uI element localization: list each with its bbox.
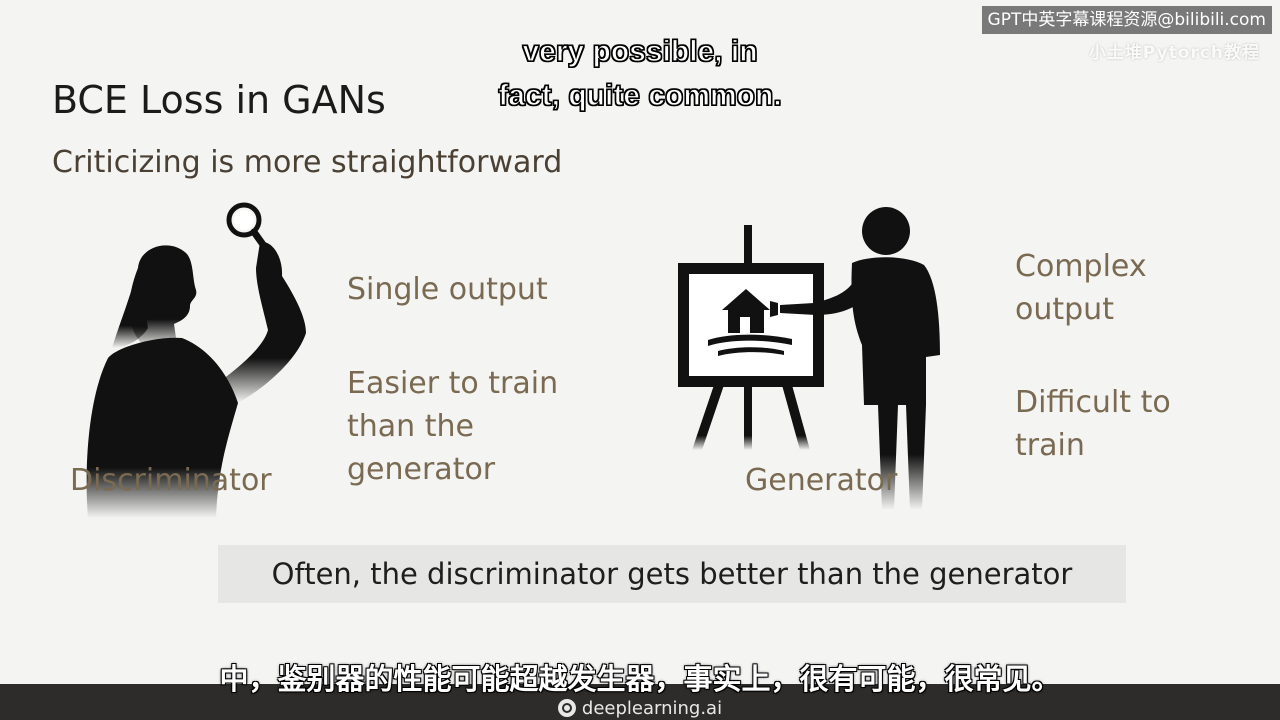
generator-point-complex-line1: Complex xyxy=(1015,249,1147,284)
slide-title: BCE Loss in GANs xyxy=(52,78,386,122)
english-subtitle: very possible, in fact, quite common. xyxy=(470,30,810,118)
english-subtitle-line1: very possible, in xyxy=(522,34,758,68)
deeplearning-logo-icon xyxy=(557,699,576,717)
painter-at-easel-icon xyxy=(678,207,940,510)
takeaway-banner: Often, the discriminator gets better tha… xyxy=(218,545,1126,603)
brand: deeplearning.ai xyxy=(557,697,723,719)
discriminator-point-easier-line2: than the xyxy=(347,409,474,444)
brand-text: deeplearning.ai xyxy=(581,697,723,719)
slide-subtitle: Criticizing is more straightforward xyxy=(52,145,563,180)
footer-bar: deeplearning.ai xyxy=(0,684,1280,720)
generator-point-difficult-line2: train xyxy=(1015,428,1085,463)
watermark: GPT中英字幕课程资源@bilibili.com xyxy=(981,6,1272,34)
generator-label: Generator xyxy=(745,463,898,498)
chinese-subtitle: 中，鉴别器的性能可能超越发生器，事实上，很有可能，很常见。 xyxy=(219,662,1061,696)
person-with-magnifying-glass-icon xyxy=(86,202,306,518)
discriminator-label: Discriminator xyxy=(70,463,272,498)
discriminator-point-easier-line3: generator xyxy=(347,452,496,487)
watermark-subtext: 小土堆Pytorch教程 xyxy=(1088,43,1260,63)
discriminator-point-easier-line1: Easier to train xyxy=(347,366,559,401)
generator-point-difficult-line1: Difficult to xyxy=(1015,385,1171,420)
discriminator-point-single-output: Single output xyxy=(347,272,548,307)
english-subtitle-line2: fact, quite common. xyxy=(498,78,783,112)
takeaway-banner-text: Often, the discriminator gets better tha… xyxy=(271,557,1073,591)
generator-point-complex-line2: output xyxy=(1015,292,1114,327)
